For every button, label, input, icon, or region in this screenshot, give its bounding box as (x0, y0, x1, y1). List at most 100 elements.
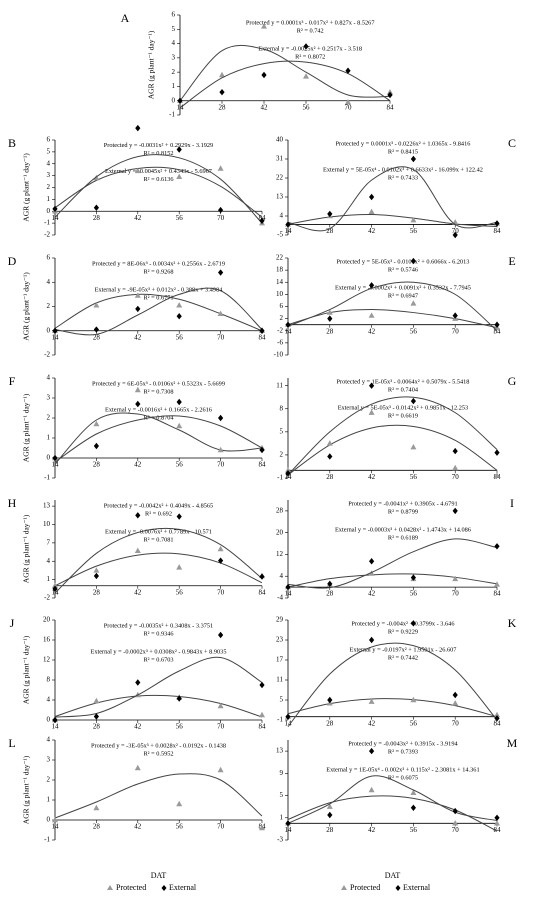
data-point (327, 580, 333, 588)
data-point (494, 820, 500, 826)
trend-curve (287, 166, 498, 232)
trend-curve (287, 698, 498, 718)
y-tick-label: 8 (280, 404, 284, 412)
y-tick-label: 0 (47, 454, 51, 462)
x-tick-label: 70 (452, 327, 460, 335)
x-tick-label: 70 (452, 473, 460, 481)
y-tick-label: 6 (47, 136, 51, 144)
panel: E -10 -6 -2 2 6 10 14 18 22 14 28 42 56 70 84 Protected … (274, 254, 516, 359)
data-point (134, 292, 141, 298)
x-tick-label: 28 (93, 723, 101, 731)
y-tick-label: 2 (172, 68, 176, 76)
x-tick-label: 14 (285, 327, 293, 335)
equation: External y = -0.0003x³ + 0.0428x² - 1.47… (335, 526, 471, 533)
equation: R² = 0.5746 (388, 266, 418, 273)
x-tick-label: 42 (134, 588, 142, 596)
data-point (452, 447, 458, 455)
equation: R² = 0.6947 (388, 292, 418, 299)
y-tick-label: 14 (276, 278, 284, 286)
x-tick-label: 28 (93, 588, 101, 596)
x-tick-label: 56 (176, 588, 184, 596)
equation: Protected y = 6E-05x³ - 0.0106x² + 0.532… (92, 380, 225, 387)
data-point (494, 814, 500, 821)
y-tick-label: 0 (47, 716, 51, 724)
x-tick-label: 56 (410, 227, 418, 235)
y-axis-label: AGR (g plant⁻¹ day⁻¹) (22, 635, 31, 704)
data-point (219, 71, 225, 78)
x-tick-label: 14 (52, 461, 60, 469)
equation: Protected y = -0.0043x² + 0.3915x - 3.91… (348, 740, 458, 747)
data-point (494, 220, 500, 227)
data-point (135, 305, 141, 313)
x-tick-label: 84 (494, 590, 502, 598)
trend-curve (54, 287, 263, 336)
data-point (93, 697, 100, 704)
trend-curve (54, 656, 263, 718)
x-tick-label: 14 (285, 826, 293, 834)
x-tick-label: 42 (368, 327, 376, 335)
data-point (327, 453, 333, 460)
y-tick-label: 7 (47, 538, 51, 546)
y-tick-label: 11 (276, 381, 283, 389)
equation: External y = -0.0076x² + 0.7789x - 10.57… (105, 528, 212, 535)
x-tick-label: 84 (387, 103, 395, 111)
data-point (410, 217, 417, 223)
data-point (369, 558, 375, 565)
data-point (369, 382, 375, 389)
data-point (52, 205, 58, 213)
trend-curve (54, 552, 263, 587)
panel-letter: M (507, 736, 518, 750)
trend-curve (287, 424, 498, 476)
data-point (494, 449, 500, 456)
y-tick-label: 5 (280, 696, 284, 704)
data-point (285, 820, 291, 827)
x-tick-label: 14 (52, 823, 60, 831)
trend-curve (179, 60, 391, 109)
x-tick-label: 70 (217, 723, 225, 731)
x-tick-label: 70 (217, 823, 225, 831)
y-tick-label: 13 (276, 747, 284, 755)
y-tick-label: 4 (280, 572, 284, 580)
data-point (387, 88, 393, 95)
equation: External y = -0.0016x² + 0.1665x - 2.261… (105, 406, 212, 413)
trend-curve (287, 396, 498, 476)
y-tick-label: 2 (47, 183, 51, 191)
data-point (93, 420, 100, 427)
y-tick-label: 12 (276, 550, 284, 558)
y-tick-label: 5 (47, 147, 51, 155)
y-tick-label: -3 (277, 836, 283, 844)
data-point (368, 698, 375, 704)
data-point (285, 713, 291, 720)
x-tick-label: 42 (134, 461, 142, 469)
data-point (52, 327, 58, 334)
y-tick-label: 23 (276, 636, 284, 644)
data-point (369, 282, 375, 289)
equation: R² = 0.5952 (143, 750, 173, 757)
data-point (494, 715, 500, 722)
equation: R² = 0.8704 (143, 414, 174, 421)
data-point (259, 446, 265, 454)
equation: R² = 0.7404 (388, 386, 419, 393)
y-tick-label: -1 (277, 716, 283, 724)
x-tick-label: 14 (285, 227, 293, 235)
trend-curve (287, 573, 498, 588)
data-point (217, 165, 224, 171)
data-point (259, 573, 265, 580)
data-point (452, 312, 458, 319)
data-point (176, 173, 183, 180)
x-tick-label: 28 (326, 590, 334, 598)
data-point (326, 440, 333, 446)
x-tick-label: 42 (261, 103, 269, 111)
data-point (176, 313, 182, 320)
x-tick-label: 28 (93, 823, 101, 831)
data-point (93, 302, 100, 308)
panel-letter: K (508, 616, 517, 630)
x-tick-label: 70 (217, 461, 225, 469)
y-tick-label: 2 (47, 302, 51, 310)
y-tick-label: 2 (280, 451, 284, 459)
data-point (217, 766, 224, 773)
trend-curve (54, 166, 263, 218)
x-tick-label: 70 (345, 103, 353, 111)
equation: R² = 0.9346 (143, 630, 173, 637)
legend-marker (341, 885, 347, 890)
